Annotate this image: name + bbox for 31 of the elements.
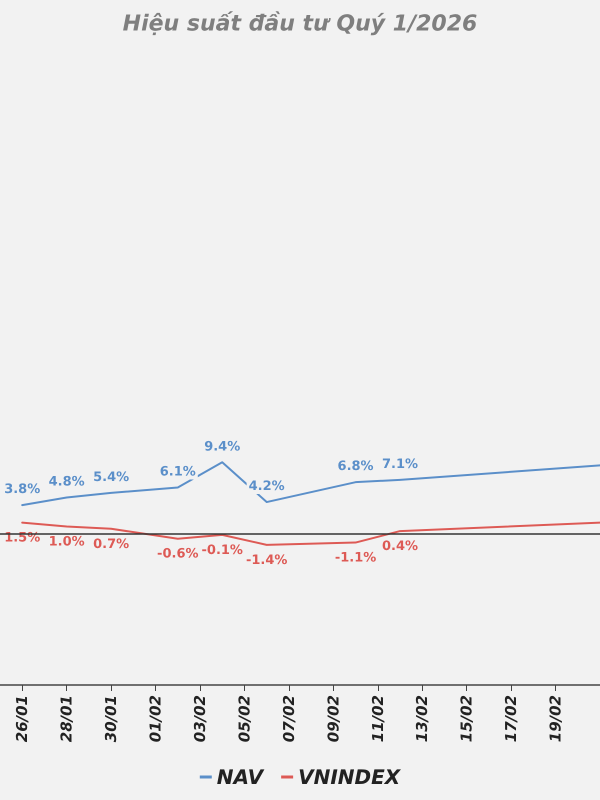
x-tick-label: 15/02: [458, 695, 476, 742]
legend-label: VNINDEX: [298, 765, 402, 789]
data-label: -0.6%: [157, 546, 199, 562]
chart-title: Hiệu suất đầu tư Quý 1/2026: [122, 10, 478, 36]
x-tick-label: 19/02: [546, 695, 565, 742]
data-label: 9.4%: [204, 439, 240, 454]
data-label: 1.0%: [48, 534, 85, 550]
data-label: -1.1%: [334, 550, 376, 566]
data-label: 7.1%: [382, 456, 418, 472]
data-label: 6.8%: [338, 459, 374, 474]
x-tick-label: 07/02: [280, 695, 298, 742]
x-tick-label: 17/02: [502, 695, 520, 742]
x-tick-label: 03/02: [191, 695, 209, 742]
data-label: 3.8%: [4, 482, 40, 498]
data-label: 0.7%: [93, 536, 130, 552]
legend-label: NAV: [216, 765, 265, 789]
x-tick-label: 26/01: [13, 695, 32, 742]
data-label: 6.1%: [160, 464, 196, 480]
x-tick-label: 13/02: [413, 695, 432, 742]
x-tick-label: 01/02: [146, 695, 165, 742]
x-tick-label: 05/02: [235, 695, 254, 742]
data-label: 0.4%: [382, 539, 418, 554]
x-tick-label: 09/02: [324, 695, 342, 742]
x-tick-label: 30/01: [102, 695, 120, 742]
data-label: 4.8%: [48, 474, 85, 490]
data-label: -1.4%: [246, 552, 288, 568]
data-label: 5.4%: [93, 470, 130, 485]
x-tick-label: 28/01: [58, 695, 76, 742]
x-tick-label: 11/02: [368, 695, 387, 742]
data-label: 4.2%: [248, 479, 285, 494]
data-label: -0.1%: [201, 542, 243, 558]
